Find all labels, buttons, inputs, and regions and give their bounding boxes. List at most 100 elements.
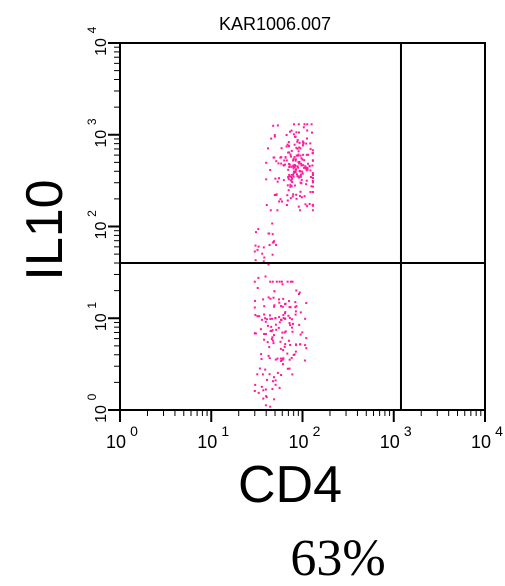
data-point: [262, 397, 265, 400]
data-point: [294, 171, 297, 173]
data-point: [293, 143, 296, 146]
data-point: [254, 259, 257, 262]
data-point: [287, 141, 290, 143]
data-point: [295, 289, 298, 292]
data-point: [273, 194, 276, 196]
data-point: [290, 176, 293, 178]
data-point: [298, 323, 301, 326]
data-point: [284, 343, 287, 346]
data-point: [289, 344, 292, 346]
data-point: [274, 177, 277, 180]
data-point: [253, 390, 256, 392]
data-point: [269, 297, 272, 300]
data-point: [269, 405, 272, 408]
data-point: [267, 354, 270, 357]
data-point: [254, 299, 256, 302]
data-point: [269, 209, 272, 212]
data-point: [293, 123, 295, 126]
y-axis-label: IL10: [16, 179, 74, 280]
data-point: [290, 149, 293, 152]
data-point: [297, 123, 300, 126]
data-point: [305, 347, 308, 350]
data-point: [272, 380, 274, 383]
data-point: [291, 195, 294, 198]
data-point: [291, 326, 293, 329]
data-point: [310, 185, 313, 188]
data-point: [278, 321, 281, 324]
data-point: [307, 162, 310, 165]
data-point: [305, 179, 308, 182]
x-tick-label: 10: [197, 432, 217, 452]
data-point: [306, 166, 309, 169]
data-point: [309, 148, 312, 151]
data-point: [292, 158, 295, 161]
x-tick-label: 10: [380, 432, 400, 452]
data-point: [281, 283, 284, 286]
data-point: [295, 193, 298, 196]
data-point: [275, 160, 278, 163]
y-axis-ticks: 10 0 10 1 10 2 10 3 10 4: [85, 26, 120, 423]
data-point: [275, 280, 278, 283]
data-point: [286, 352, 289, 355]
data-point: [311, 181, 314, 184]
data-point: [273, 305, 276, 308]
data-point: [297, 150, 300, 153]
data-point: [284, 312, 286, 315]
data-point: [291, 177, 294, 180]
data-point: [309, 142, 312, 145]
data-point: [253, 250, 256, 253]
data-point: [311, 177, 314, 179]
data-point: [305, 337, 308, 340]
data-point: [292, 167, 295, 170]
data-point: [273, 290, 276, 293]
data-point: [303, 166, 306, 169]
data-point: [288, 175, 291, 177]
data-point: [283, 345, 286, 348]
data-point: [286, 367, 289, 370]
data-point: [308, 203, 311, 205]
data-point: [257, 228, 260, 231]
data-point: [271, 388, 274, 391]
data-point: [305, 142, 308, 145]
data-point: [303, 159, 306, 162]
y-tick-exponent: 1: [85, 302, 99, 309]
data-point: [311, 164, 314, 167]
data-point: [306, 123, 309, 126]
data-point: [281, 331, 284, 334]
data-point: [258, 315, 261, 318]
data-point: [266, 378, 268, 381]
data-point: [267, 263, 270, 266]
data-point: [276, 124, 279, 127]
data-point: [280, 156, 283, 159]
data-point: [285, 204, 288, 206]
data-point: [278, 301, 281, 304]
data-point: [303, 123, 306, 126]
data-point: [297, 153, 300, 156]
data-point: [305, 302, 308, 304]
data-point: [295, 197, 298, 200]
data-point: [289, 153, 292, 156]
data-point: [264, 317, 267, 320]
data-point: [304, 317, 307, 320]
data-point: [289, 306, 292, 309]
data-point: [299, 343, 302, 346]
data-point: [299, 170, 301, 173]
data-point: [274, 358, 277, 361]
data-point: [302, 142, 305, 145]
data-point: [311, 185, 314, 188]
data-point: [299, 154, 302, 157]
data-point: [294, 301, 297, 304]
data-point: [290, 129, 293, 132]
data-point: [288, 339, 290, 342]
data-point: [284, 156, 287, 159]
data-point: [264, 275, 267, 278]
x-tick-exponent: 1: [221, 423, 229, 439]
data-point: [282, 363, 284, 366]
data-point: [273, 304, 276, 307]
data-point: [285, 159, 288, 162]
data-point: [273, 240, 275, 243]
data-point: [260, 318, 263, 321]
data-point: [263, 313, 266, 316]
data-point: [292, 159, 294, 162]
